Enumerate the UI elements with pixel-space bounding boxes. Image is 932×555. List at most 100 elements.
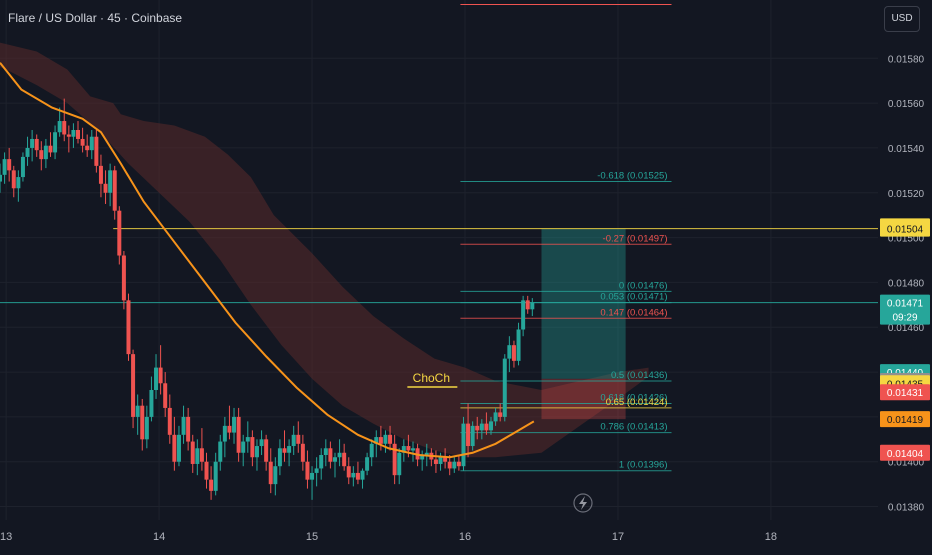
- fib-level-label: 0.65 (0.01424): [606, 397, 668, 408]
- candle-body: [108, 170, 113, 193]
- candle-body: [287, 446, 292, 453]
- candle-body: [452, 461, 457, 469]
- candle-body: [2, 159, 7, 175]
- lightning-icon[interactable]: [573, 493, 593, 513]
- lightning-icon-ring: [573, 493, 593, 513]
- y-tick-label: 0.01460: [888, 323, 925, 334]
- candle-body: [346, 466, 351, 478]
- candle-body: [420, 455, 425, 460]
- candle-body: [424, 452, 429, 455]
- candle-body: [167, 407, 172, 435]
- candle-body: [190, 441, 195, 464]
- candle-body: [20, 156, 25, 178]
- candle-body: [131, 354, 136, 417]
- candle-body: [300, 443, 305, 462]
- candle-body: [181, 416, 186, 435]
- candle-body: [447, 461, 452, 469]
- candle-body: [218, 441, 223, 462]
- candle-body: [282, 448, 287, 453]
- candle-body: [466, 423, 471, 447]
- candle-body: [222, 425, 227, 442]
- candle-body: [268, 461, 273, 485]
- candle-body: [475, 425, 480, 431]
- fib-level-label: 0.786 (0.01413): [600, 422, 667, 433]
- candle-body: [98, 165, 103, 184]
- candle-body: [227, 425, 232, 433]
- candle-body: [149, 390, 154, 417]
- candle-body: [388, 434, 393, 444]
- x-tick-label: 13: [0, 531, 12, 543]
- candle-body: [351, 472, 356, 478]
- candle-body: [516, 329, 521, 361]
- candle-body: [369, 443, 374, 458]
- candle-body: [199, 448, 204, 462]
- candle-body: [502, 358, 507, 417]
- candle-body: [392, 443, 397, 476]
- y-tick-label: 0.01560: [888, 99, 925, 110]
- candle-body: [264, 439, 269, 462]
- candle-body: [273, 466, 278, 485]
- y-tick-label: 0.01580: [888, 54, 925, 65]
- candle-body: [0, 174, 2, 182]
- candle-body: [30, 138, 35, 148]
- candle-body: [117, 210, 122, 256]
- candle-body: [254, 446, 259, 458]
- candle-body: [163, 383, 168, 408]
- candle-body: [66, 134, 71, 137]
- candle-body: [456, 461, 461, 467]
- candle-body: [406, 446, 411, 451]
- candle-body: [34, 138, 39, 151]
- candle-body: [319, 455, 324, 469]
- candle-body: [7, 159, 12, 171]
- candle-body: [236, 416, 241, 453]
- time-axis: [0, 520, 932, 550]
- candle-body: [461, 423, 466, 467]
- candle-body: [140, 405, 145, 440]
- candle-body: [103, 183, 108, 193]
- fib-level-label: 0.147 (0.01464): [600, 307, 667, 318]
- candle-body: [11, 170, 16, 189]
- candle-body: [39, 150, 44, 160]
- candle-body: [305, 461, 310, 480]
- fib-level-label: -0.618 (0.01525): [597, 171, 667, 182]
- candle-body: [397, 452, 402, 476]
- candle-body: [443, 457, 448, 462]
- candle-body: [209, 479, 214, 491]
- y-tick-label: 0.01540: [888, 144, 925, 155]
- candle-body: [135, 405, 140, 417]
- price-tag-countdown: 09:29: [892, 313, 917, 324]
- candle-body: [365, 457, 370, 471]
- candle-body: [172, 434, 177, 462]
- price-tag: [880, 444, 930, 461]
- price-tag: [880, 294, 930, 325]
- candle-body: [259, 439, 264, 447]
- candle-body: [511, 345, 516, 361]
- candle-body: [277, 448, 282, 467]
- candle-body: [296, 434, 301, 444]
- candle-body: [337, 452, 342, 458]
- fib-level-label: 1 (0.01396): [619, 460, 668, 471]
- x-tick-label: 15: [306, 531, 318, 543]
- fib-level-label: -0.27 (0.01497): [603, 233, 668, 244]
- y-tick-label: 0.01400: [888, 458, 925, 469]
- price-tag-text: 0.01404: [887, 449, 924, 460]
- price-tag: [880, 220, 930, 237]
- x-tick-label: 18: [765, 531, 777, 543]
- candle-body: [71, 130, 76, 137]
- candle-body: [126, 300, 131, 355]
- candle-body: [94, 136, 99, 166]
- candle-body: [195, 448, 200, 464]
- lightning-icon-bolt: [579, 496, 587, 510]
- x-tick-label: 14: [153, 531, 165, 543]
- currency-button[interactable]: USD: [884, 6, 920, 32]
- candle-body: [360, 470, 365, 480]
- candle-body: [332, 457, 337, 462]
- candle-body: [176, 434, 181, 462]
- candle-body: [484, 423, 489, 431]
- candle-body: [80, 138, 85, 146]
- candle-body: [16, 177, 21, 189]
- candle-body: [186, 416, 191, 442]
- candle-body: [85, 145, 90, 151]
